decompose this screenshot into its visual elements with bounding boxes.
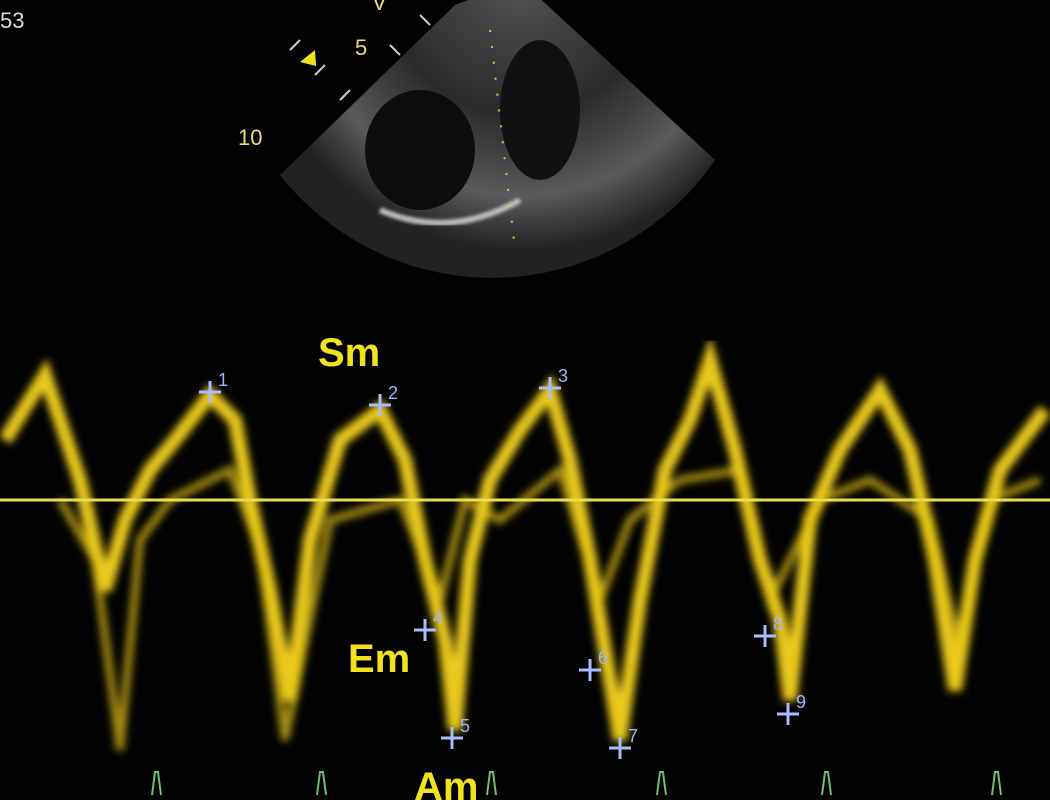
depth-label: 10 — [238, 125, 262, 150]
annotation: Em — [348, 637, 410, 681]
marker-label: 3 — [558, 366, 568, 386]
chamber — [365, 90, 475, 210]
marker-label: 8 — [773, 614, 783, 634]
image-id: 53 — [0, 8, 24, 33]
marker-label: 7 — [628, 726, 638, 746]
annotation: Sm — [318, 331, 380, 375]
annotation: Am — [414, 765, 478, 800]
marker-label: 5 — [460, 716, 470, 736]
marker-label: 4 — [433, 608, 443, 628]
marker-label: 2 — [388, 383, 398, 403]
chamber — [500, 40, 580, 180]
marker-label: 6 — [598, 648, 608, 668]
doppler-screen: 53 V 5 10 Sm Em Am 1 2 3 4 5 6 7 8 9 — [0, 0, 1050, 800]
depth-label: 5 — [355, 35, 367, 60]
marker-label: 9 — [796, 692, 806, 712]
marker-label: 1 — [218, 370, 228, 390]
scale-marker: V — [372, 0, 387, 15]
